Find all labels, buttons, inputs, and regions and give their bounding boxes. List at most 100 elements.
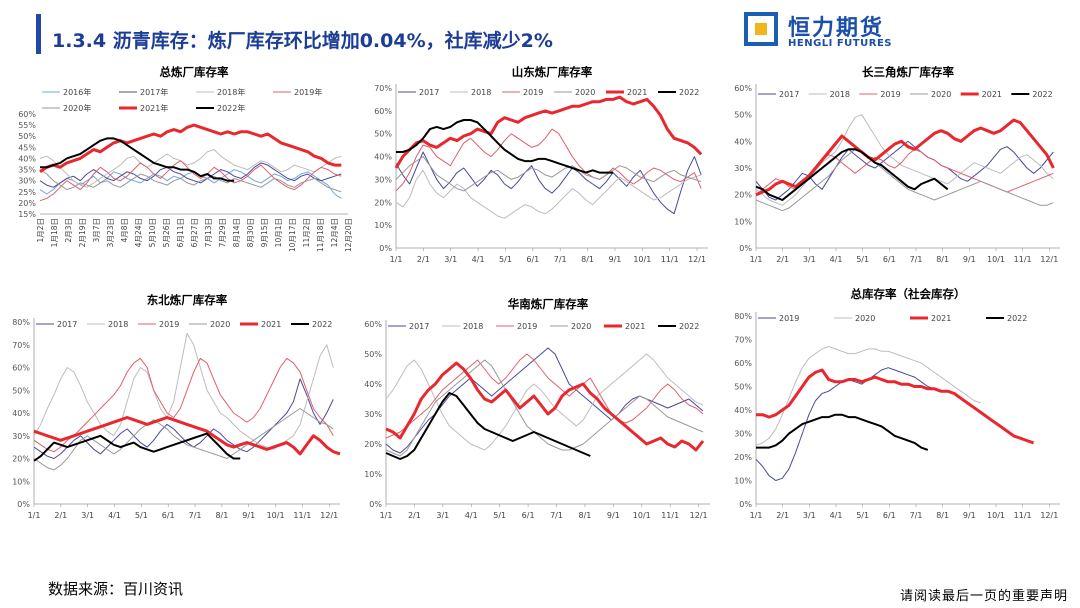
x-tick-label: 5/1 — [493, 511, 506, 520]
x-tick-label: 11/1 — [661, 511, 679, 520]
series-line-2022 — [756, 413, 929, 451]
x-tick-label: 4/1 — [830, 255, 843, 264]
x-tick-label: 10/1 — [633, 255, 651, 264]
x-tick-label: 2/1 — [408, 511, 421, 520]
y-tick-label: 60% — [374, 107, 392, 116]
legend-label: 2018 — [471, 88, 491, 97]
x-tick-label: 8月14日 — [232, 218, 241, 247]
chart-title: 东北炼厂库存率 — [147, 293, 228, 307]
x-tick-label: 9/1 — [609, 255, 622, 264]
y-tick-label: 50% — [18, 132, 36, 141]
legend-label: 2022年 — [217, 103, 245, 113]
x-tick-label: 1/1 — [390, 255, 403, 264]
x-tick-label: 9月15日 — [260, 218, 269, 247]
y-tick-label: 40% — [734, 137, 752, 146]
legend-label: 2019 — [159, 320, 179, 329]
legend-label: 2016年 — [63, 87, 91, 97]
series-line-2021 — [755, 118, 1055, 197]
legend-label: 2020 — [210, 320, 230, 329]
x-tick-label: 10/1 — [267, 511, 285, 520]
x-tick-label: 1月18日 — [50, 218, 59, 247]
x-tick-label: 8/1 — [936, 511, 949, 520]
y-tick-label: 10% — [734, 217, 752, 226]
series-line-2020 — [33, 408, 334, 471]
chart-title: 华南炼厂库存率 — [508, 297, 589, 311]
legend-label: 2019 — [517, 322, 537, 331]
y-tick-label: 0% — [17, 500, 30, 509]
series-line-2022 — [755, 148, 949, 201]
y-tick-label: 0% — [739, 500, 752, 509]
x-tick-label: 11/1 — [293, 511, 311, 520]
chart-svg: 总库存率（社会库存） 0% 10% 20% 30% 40% 50% 60% 70% 80% 1/1 2… — [734, 287, 1060, 520]
x-tick-label: 3/1 — [436, 511, 449, 520]
company-logo: 恒力期货 HENGLI FUTURES — [744, 12, 914, 54]
x-tick-label: 5月10日 — [148, 218, 157, 247]
x-tick-label: 1/1 — [750, 255, 763, 264]
series-line-2020 — [385, 359, 704, 457]
y-tick-label: 60% — [734, 359, 752, 368]
x-tick-label: 5/1 — [135, 511, 148, 520]
x-tick-label: 11/1 — [1014, 255, 1032, 264]
y-tick-label: 10% — [12, 477, 30, 486]
y-tick-label: 40% — [364, 380, 382, 389]
x-tick-label: 4/1 — [830, 511, 843, 520]
x-tick-label: 5/1 — [856, 511, 869, 520]
legend-label: 2018 — [830, 90, 850, 99]
x-tick-label: 7月13日 — [204, 218, 213, 247]
chart-title: 总库存率（社会库存） — [851, 287, 966, 301]
legend-label: 2018年 — [217, 87, 245, 97]
legend-label: 2020 — [931, 90, 951, 99]
series-line-2021 — [33, 416, 341, 456]
chart-social-inventory: 总库存率（社会库存） 0% 10% 20% 30% 40% 50% 60% 70% 80% 1/1 2… — [720, 286, 1072, 526]
x-tick-label: 2月3日 — [64, 218, 73, 243]
y-tick-label: 50% — [364, 350, 382, 359]
logo-english-text: HENGLI FUTURES — [788, 38, 892, 49]
y-tick-label: 35% — [18, 166, 36, 175]
y-tick-label: 45% — [18, 143, 36, 152]
y-tick-label: 10% — [374, 221, 392, 230]
legend-label: 2022 — [1007, 314, 1027, 323]
x-tick-label: 1/1 — [750, 511, 763, 520]
x-tick-label: 7/1 — [554, 255, 567, 264]
x-tick-label: 4/1 — [472, 255, 485, 264]
chart-yangtze-delta-inventory: 长三角炼厂库存率 0% 10% 20% 30% 40% 50% 60% 1/1 2/1 3/1 4/1… — [722, 62, 1072, 272]
y-tick-label: 70% — [374, 84, 392, 93]
x-tick-label: 10月1日 — [274, 218, 283, 247]
logo-mark-icon — [744, 12, 778, 46]
y-tick-label: 70% — [734, 336, 752, 345]
x-tick-label: 6/1 — [883, 255, 896, 264]
y-tick-label: 50% — [12, 386, 30, 395]
x-tick-label: 5月26日 — [162, 218, 171, 247]
series-line-2019年 — [39, 160, 342, 202]
x-tick-label: 8/1 — [581, 255, 594, 264]
x-tick-label: 11月2日 — [302, 218, 311, 247]
x-tick-label: 10/1 — [633, 511, 651, 520]
y-tick-label: 20% — [734, 453, 752, 462]
legend-label: 2020年 — [63, 103, 91, 113]
y-tick-label: 50% — [734, 111, 752, 120]
chart-title: 总炼厂库存率 — [160, 65, 229, 79]
x-tick-label: 7/1 — [550, 511, 563, 520]
disclaimer-note: 请阅读最后一页的重要声明 — [899, 589, 1068, 604]
y-tick-label: 80% — [12, 318, 30, 327]
x-tick-label: 2/1 — [417, 255, 430, 264]
legend-label: 2019年 — [294, 87, 322, 97]
x-tick-label: 10/1 — [987, 511, 1005, 520]
x-tick-label: 10/1 — [987, 255, 1005, 264]
series-line-2018 — [395, 169, 702, 219]
x-tick-label: 11/1 — [1014, 511, 1032, 520]
y-tick-label: 60% — [364, 320, 382, 329]
legend-label: 2020 — [575, 88, 595, 97]
x-tick-label: 10月17日 — [288, 218, 297, 252]
x-tick-label: 8/1 — [936, 255, 949, 264]
legend-label: 2018 — [108, 320, 128, 329]
x-tick-label: 1/1 — [380, 511, 393, 520]
x-tick-label: 1/1 — [28, 511, 41, 520]
x-tick-label: 12/1 — [690, 511, 708, 520]
series-line-2022年 — [40, 137, 235, 182]
y-tick-label: 50% — [734, 383, 752, 392]
y-tick-label: 50% — [374, 130, 392, 139]
chart-total-refinery-inventory: 总炼厂库存率 15% 20% 25% 30% 35% 40% 45% 50% 55% 60% 1月2日… — [8, 62, 358, 272]
y-tick-label: 40% — [18, 154, 36, 163]
x-tick-label: 7/1 — [910, 511, 923, 520]
